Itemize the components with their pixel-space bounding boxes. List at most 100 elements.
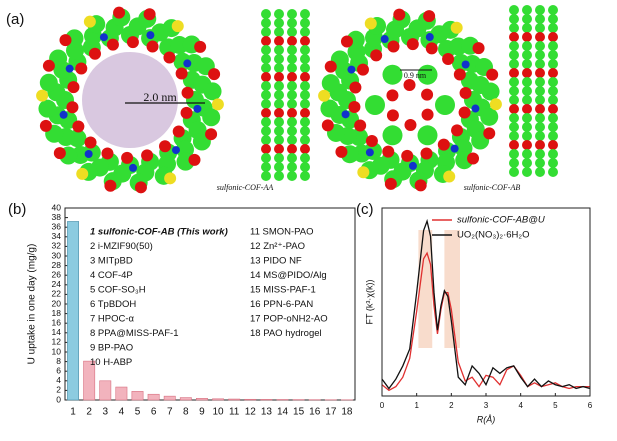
atom: [261, 135, 271, 145]
x-tick-label: 6: [151, 407, 157, 418]
atom: [274, 90, 284, 100]
atom: [535, 149, 545, 159]
atom: [548, 41, 558, 51]
x-tick-label: 15: [293, 407, 305, 418]
atom: [366, 148, 374, 156]
atom: [36, 90, 48, 102]
annotation: 18 PAO hydrogel: [250, 328, 322, 339]
annotation: 16 PPN-6-PAN: [250, 299, 313, 310]
y-tick-label: 32: [52, 241, 62, 251]
atom: [509, 140, 519, 150]
atom: [287, 45, 297, 55]
atom: [548, 5, 558, 15]
x-tick-label: 3: [102, 407, 108, 418]
atom: [274, 144, 284, 154]
atom: [548, 95, 558, 105]
atom: [287, 9, 297, 19]
atom: [509, 41, 519, 51]
bar: [212, 399, 223, 400]
atom: [300, 63, 310, 73]
atom: [509, 104, 519, 114]
x-tick-label: 4: [518, 401, 523, 410]
y-tick-label: 12: [52, 337, 62, 347]
x-tick-label: 12: [245, 407, 257, 418]
atom: [383, 125, 403, 145]
atom: [274, 117, 284, 127]
bar: [229, 399, 240, 400]
x-tick-label: 18: [341, 407, 353, 418]
atom: [287, 153, 297, 163]
atom: [274, 9, 284, 19]
atom: [548, 167, 558, 177]
size-label: 2.0 nm: [143, 90, 177, 104]
atom: [208, 68, 220, 80]
atom: [129, 164, 137, 172]
atom: [287, 36, 297, 46]
annotation: 12 Zn²⁺-PAO: [250, 241, 305, 252]
atom: [274, 45, 284, 55]
atom: [274, 135, 284, 145]
atom: [509, 14, 519, 24]
atom: [522, 140, 532, 150]
atom: [535, 59, 545, 69]
atom: [183, 59, 191, 67]
atom: [100, 33, 108, 41]
y-tick-label: 24: [52, 279, 62, 289]
atom: [181, 107, 193, 119]
atom: [522, 77, 532, 87]
atom: [421, 89, 433, 101]
atom: [261, 36, 271, 46]
atom: [274, 162, 284, 172]
atom: [509, 32, 519, 42]
y-tick-label: 26: [52, 269, 62, 279]
atom: [261, 63, 271, 73]
atom: [509, 113, 519, 123]
atom: [287, 126, 297, 136]
atom: [401, 150, 413, 162]
x-tick-label: 1: [70, 407, 76, 418]
atom: [460, 87, 472, 99]
bar: [261, 399, 272, 400]
atom: [300, 144, 310, 154]
atom: [300, 9, 310, 19]
atom: [451, 124, 463, 136]
atom: [548, 59, 558, 69]
atom: [300, 54, 310, 64]
atom: [522, 50, 532, 60]
atom: [274, 27, 284, 37]
atom: [509, 50, 519, 60]
x-tick-label: 11: [229, 407, 240, 418]
atom: [85, 137, 97, 149]
atom: [163, 51, 175, 63]
atom: [101, 147, 113, 159]
y-axis-label: U uptake in one day (mg/g): [27, 244, 38, 365]
atom: [535, 68, 545, 78]
atom: [320, 99, 338, 117]
y-tick-label: 16: [52, 317, 62, 327]
atom: [261, 54, 271, 64]
annotation: 8 PPA@MISS-PAF-1: [90, 328, 178, 339]
atom: [261, 144, 271, 154]
atom: [426, 33, 434, 41]
atom: [548, 113, 558, 123]
atom: [354, 120, 366, 132]
atom: [261, 90, 271, 100]
atom: [300, 162, 310, 172]
atom: [40, 74, 58, 92]
atom: [261, 108, 271, 118]
atom: [535, 95, 545, 105]
atom: [287, 171, 297, 181]
atom: [287, 99, 297, 109]
atom: [548, 32, 558, 42]
atom: [509, 122, 519, 132]
atom: [509, 59, 519, 69]
bar: [132, 391, 143, 400]
atom: [418, 125, 438, 145]
bar: [148, 394, 159, 400]
annotation: 17 POP-oNH2-AO: [250, 314, 328, 325]
atom: [522, 167, 532, 177]
atom: [193, 105, 201, 113]
atom: [548, 131, 558, 141]
atom: [121, 152, 133, 164]
atom: [261, 9, 271, 19]
